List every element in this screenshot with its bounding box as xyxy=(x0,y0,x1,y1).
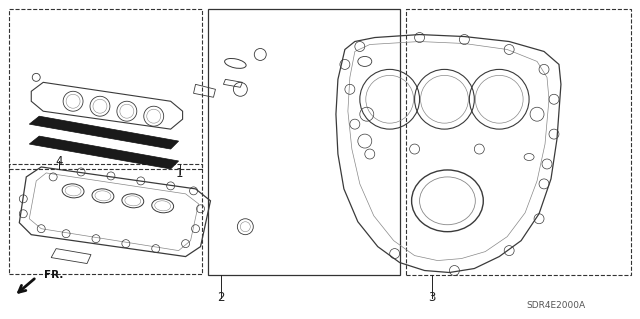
Text: 1: 1 xyxy=(176,167,184,180)
Text: FR.: FR. xyxy=(44,270,64,280)
Bar xyxy=(406,9,631,275)
Bar xyxy=(9,9,202,169)
Text: 3: 3 xyxy=(428,291,435,304)
Bar xyxy=(9,164,202,274)
Text: 4: 4 xyxy=(55,155,63,167)
Polygon shape xyxy=(29,136,179,169)
Bar xyxy=(209,9,399,275)
Text: SDR4E2000A: SDR4E2000A xyxy=(526,301,586,310)
Polygon shape xyxy=(29,116,179,149)
Text: 2: 2 xyxy=(218,291,225,304)
